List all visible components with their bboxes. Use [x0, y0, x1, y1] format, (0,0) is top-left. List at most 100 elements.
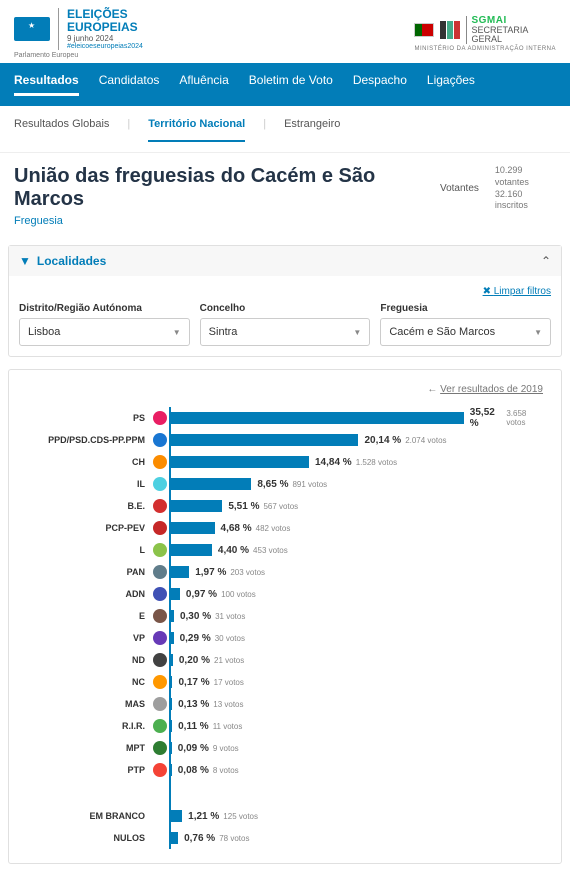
party-icon — [153, 653, 167, 667]
result-votes: 2.074 votos — [405, 436, 446, 445]
party-icon — [153, 719, 167, 733]
party-icon — [153, 411, 167, 425]
result-pct: 1,21 % — [188, 811, 219, 822]
result-pct: 0,76 % — [184, 833, 215, 844]
result-bar — [171, 500, 222, 512]
result-pct: 0,30 % — [180, 611, 211, 622]
logo-left: ELEIÇÕES EUROPEIAS 9 junho 2024 #eleicoe… — [14, 8, 143, 59]
result-votes: 8 votos — [213, 766, 239, 775]
result-bar — [171, 412, 464, 424]
nav-afluência[interactable]: Afluência — [179, 73, 228, 96]
result-pct: 14,84 % — [315, 457, 352, 468]
party-name: MAS — [27, 699, 151, 709]
result-pct: 0,08 % — [178, 765, 209, 776]
result-row: L4,40 %453 votos — [27, 539, 543, 561]
result-bar — [171, 832, 178, 844]
clear-filters: ✖ Limpar filtros — [19, 286, 551, 303]
result-votes: 78 votos — [219, 834, 249, 843]
result-bar — [171, 566, 189, 578]
subnav-0[interactable]: Resultados Globais — [14, 118, 109, 142]
result-row: PPD/PSD.CDS-PP.PPM20,14 %2.074 votos — [27, 429, 543, 451]
party-icon — [153, 763, 167, 777]
party-icon — [153, 675, 167, 689]
nav-ligações[interactable]: Ligações — [427, 73, 475, 96]
result-row: B.E. 5,51 % 567 votos — [27, 495, 543, 517]
party-name: EM BRANCO — [27, 811, 151, 821]
party-icon — [153, 697, 167, 711]
result-bar — [171, 810, 182, 822]
election-date: 9 junho 2024 — [67, 34, 143, 43]
party-name: MPT — [27, 743, 151, 753]
result-bar — [171, 544, 212, 556]
filter-select-1[interactable]: Sintra▼ — [200, 318, 371, 346]
nav-candidatos[interactable]: Candidatos — [99, 73, 160, 96]
result-bar — [171, 522, 215, 534]
previous-results-link[interactable]: Ver resultados de 2019 — [440, 384, 543, 395]
result-votes: 453 votos — [253, 546, 288, 555]
subnav-1[interactable]: Território Nacional — [148, 118, 245, 142]
result-votes: 3.658 votos — [506, 409, 543, 427]
chevron-down-icon: ▼ — [534, 328, 542, 337]
filter-2: Freguesia Cacém e São Marcos▼ — [380, 303, 551, 346]
result-pct: 5,51 % — [228, 501, 259, 512]
result-row: ADN0,97 %100 votos — [27, 583, 543, 605]
result-bar — [171, 478, 251, 490]
party-icon — [153, 587, 167, 601]
result-row: NULOS0,76 %78 votos — [27, 827, 543, 849]
title-line2: EUROPEIAS — [67, 21, 143, 34]
party-name: PTP — [27, 765, 151, 775]
filter-icon: ▼ — [19, 254, 31, 268]
nav-despacho[interactable]: Despacho — [353, 73, 407, 96]
subnav-2[interactable]: Estrangeiro — [284, 118, 340, 142]
party-name: IL — [27, 479, 151, 489]
filter-label-2: Freguesia — [380, 303, 551, 314]
clear-filters-link[interactable]: ✖ Limpar filtros — [483, 286, 551, 297]
filter-select-0[interactable]: Lisboa▼ — [19, 318, 190, 346]
party-icon — [153, 499, 167, 513]
localidades-header[interactable]: ▼Localidades ⌃ — [9, 246, 561, 276]
party-icon — [153, 543, 167, 557]
party-name: PCP-PEV — [27, 523, 151, 533]
result-row: R.I.R.0,11 %11 votos — [27, 715, 543, 737]
party-name: PS — [27, 413, 151, 423]
filter-select-2[interactable]: Cacém e São Marcos▼ — [380, 318, 551, 346]
result-row: E0,30 %31 votos — [27, 605, 543, 627]
results-panel: ← Ver resultados de 2019 PS35,52 %3.658 … — [8, 369, 562, 864]
result-row: PCP-PEV4,68 %482 votos — [27, 517, 543, 539]
result-votes: 567 votos — [263, 502, 298, 511]
inscritos-count: 32.160 inscritos — [495, 189, 556, 212]
result-bar — [171, 456, 309, 468]
filters-row: Distrito/Região AutónomaLisboa▼ConcelhoS… — [19, 303, 551, 346]
result-bar — [171, 742, 172, 754]
party-icon — [153, 631, 167, 645]
result-votes: 9 votos — [213, 744, 239, 753]
result-pct: 8,65 % — [257, 479, 288, 490]
party-name: NC — [27, 677, 151, 687]
main-nav: Resultados Candidatos Afluência Boletim de … — [0, 63, 570, 106]
localidades-panel: ▼Localidades ⌃ ✖ Limpar filtros Distrito… — [8, 245, 562, 357]
ministry-label: MINISTÉRIO DA ADMINISTRAÇÃO INTERNA — [414, 46, 556, 52]
result-row: PTP 0,08 % 8 votos — [27, 759, 543, 781]
voters-box: Votantes 10.299 votantes 32.160 inscrito… — [440, 165, 556, 212]
nav-resultados[interactable]: Resultados — [14, 73, 79, 96]
previous-results: ← Ver resultados de 2019 — [27, 384, 543, 395]
nav-boletim de voto[interactable]: Boletim de Voto — [249, 73, 333, 96]
result-votes: 11 votos — [213, 722, 243, 731]
party-name: PAN — [27, 567, 151, 577]
result-bar — [171, 610, 174, 622]
party-name: B.E. — [27, 501, 151, 511]
party-name: E — [27, 611, 151, 621]
result-pct: 0,97 % — [186, 589, 217, 600]
result-row: IL8,65 %891 votos — [27, 473, 543, 495]
result-row: ND0,20 %21 votos — [27, 649, 543, 671]
result-row: EM BRANCO 1,21 % 125 votos — [27, 805, 543, 827]
voters-label: Votantes — [440, 183, 479, 194]
result-votes: 1.528 votos — [356, 458, 397, 467]
result-votes: 17 votos — [214, 678, 244, 687]
result-pct: 0,11 % — [178, 721, 209, 732]
result-votes: 125 votos — [223, 812, 258, 821]
result-bar — [171, 434, 358, 446]
party-icon — [153, 477, 167, 491]
site-header: ELEIÇÕES EUROPEIAS 9 junho 2024 #eleicoe… — [0, 0, 570, 63]
results-chart: PS35,52 %3.658 votosPPD/PSD.CDS-PP.PPM20… — [27, 407, 543, 849]
